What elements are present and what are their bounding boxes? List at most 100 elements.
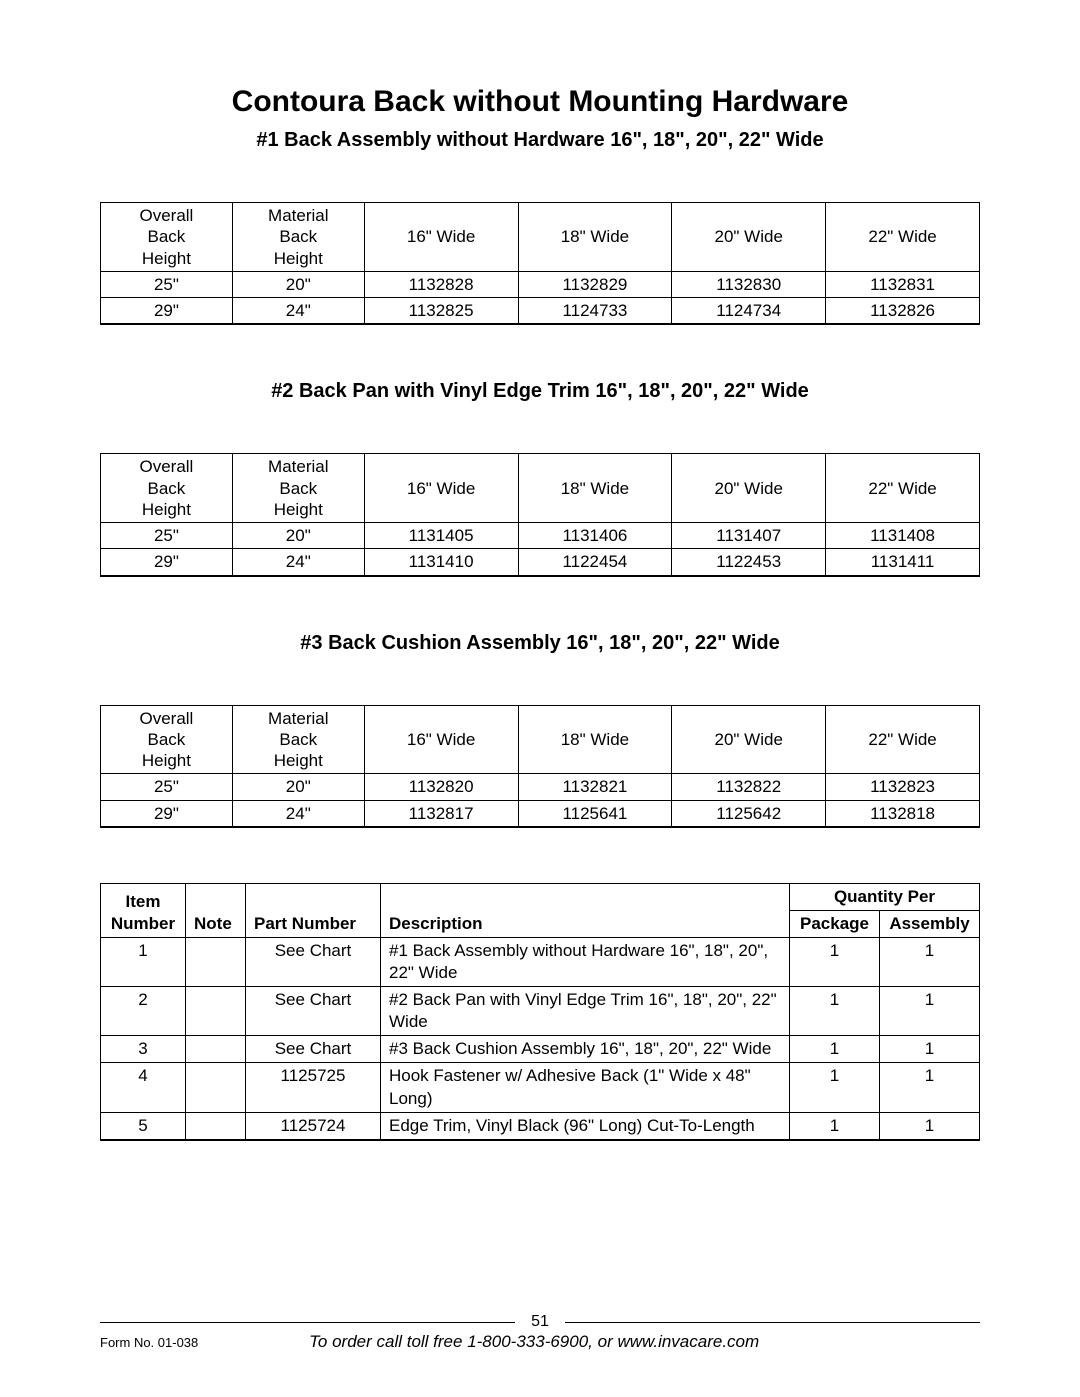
table-row: 25" 20" 1132820 1132821 1132822 1132823 xyxy=(101,774,980,800)
item-desc: Hook Fastener w/ Adhesive Back (1" Wide … xyxy=(381,1063,790,1112)
col-header: 22" Wide xyxy=(826,705,980,774)
cell: 20" xyxy=(232,774,364,800)
item-pkg: 1 xyxy=(790,987,880,1036)
item-number: 1 xyxy=(101,937,186,986)
cell: 1125642 xyxy=(672,800,826,827)
cell: 29" xyxy=(101,298,233,325)
item-part: 1125725 xyxy=(246,1063,381,1112)
cell: 20" xyxy=(232,523,364,549)
col-header: MaterialBackHeight xyxy=(232,705,364,774)
col-header: 20" Wide xyxy=(672,203,826,272)
col-header: 16" Wide xyxy=(364,203,518,272)
page-footer: 51 Form No. 01-038 To order call toll fr… xyxy=(100,1313,980,1352)
cell: 29" xyxy=(101,549,233,576)
col-header: 22" Wide xyxy=(826,454,980,523)
col-header: OverallBackHeight xyxy=(101,705,233,774)
item-part: See Chart xyxy=(246,937,381,986)
item-number: 3 xyxy=(101,1036,186,1063)
col-header-desc: Description xyxy=(381,883,790,937)
item-asm: 1 xyxy=(880,1036,980,1063)
table-row: 29" 24" 1132825 1124733 1124734 1132826 xyxy=(101,298,980,325)
table-header-row: OverallBackHeight MaterialBackHeight 16"… xyxy=(101,203,980,272)
table-section-1: OverallBackHeight MaterialBackHeight 16"… xyxy=(100,202,980,325)
cell: 1131408 xyxy=(826,523,980,549)
col-header: OverallBackHeight xyxy=(101,454,233,523)
cell: 1122453 xyxy=(672,549,826,576)
cell: 1132829 xyxy=(518,271,672,297)
item-row: 5 1125724 Edge Trim, Vinyl Black (96" Lo… xyxy=(101,1112,980,1140)
cell: 1132821 xyxy=(518,774,672,800)
item-asm: 1 xyxy=(880,1112,980,1140)
cell: 1131405 xyxy=(364,523,518,549)
cell: 1132818 xyxy=(826,800,980,827)
table-row: 29" 24" 1131410 1122454 1122453 1131411 xyxy=(101,549,980,576)
item-note xyxy=(186,1063,246,1112)
item-row: 1 See Chart #1 Back Assembly without Har… xyxy=(101,937,980,986)
cell: 1132823 xyxy=(826,774,980,800)
col-header-part: Part Number xyxy=(246,883,381,937)
col-header-qty: Quantity Per xyxy=(790,883,980,910)
table-row: 29" 24" 1132817 1125641 1125642 1132818 xyxy=(101,800,980,827)
cell: 1124734 xyxy=(672,298,826,325)
table-header-row: OverallBackHeight MaterialBackHeight 16"… xyxy=(101,705,980,774)
footer-rule-left xyxy=(100,1322,515,1323)
item-desc: #2 Back Pan with Vinyl Edge Trim 16", 18… xyxy=(381,987,790,1036)
item-number: 5 xyxy=(101,1112,186,1140)
item-desc: #1 Back Assembly without Hardware 16", 1… xyxy=(381,937,790,986)
col-header: 18" Wide xyxy=(518,203,672,272)
cell: 25" xyxy=(101,774,233,800)
cell: 25" xyxy=(101,523,233,549)
cell: 1131411 xyxy=(826,549,980,576)
cell: 24" xyxy=(232,549,364,576)
col-header: 18" Wide xyxy=(518,454,672,523)
cell: 1132828 xyxy=(364,271,518,297)
page-number: 51 xyxy=(525,1313,555,1331)
table-section-2: OverallBackHeight MaterialBackHeight 16"… xyxy=(100,453,980,576)
item-desc: #3 Back Cushion Assembly 16", 18", 20", … xyxy=(381,1036,790,1063)
cell: 1131406 xyxy=(518,523,672,549)
item-pkg: 1 xyxy=(790,1063,880,1112)
item-note xyxy=(186,1112,246,1140)
form-number: Form No. 01-038 xyxy=(100,1335,198,1350)
cell: 24" xyxy=(232,800,364,827)
cell: 1132830 xyxy=(672,271,826,297)
item-number: 2 xyxy=(101,987,186,1036)
col-header: 18" Wide xyxy=(518,705,672,774)
order-info: To order call toll free 1-800-333-6900, … xyxy=(198,1332,870,1352)
item-desc: Edge Trim, Vinyl Black (96" Long) Cut-To… xyxy=(381,1112,790,1140)
items-header-top: ItemNumber Note Part Number Description … xyxy=(101,883,980,910)
col-header: 16" Wide xyxy=(364,454,518,523)
cell: 1132826 xyxy=(826,298,980,325)
item-note xyxy=(186,1036,246,1063)
item-part: See Chart xyxy=(246,1036,381,1063)
cell: 1132822 xyxy=(672,774,826,800)
item-note xyxy=(186,937,246,986)
cell: 1132820 xyxy=(364,774,518,800)
cell: 1132817 xyxy=(364,800,518,827)
col-header: OverallBackHeight xyxy=(101,203,233,272)
item-part: See Chart xyxy=(246,987,381,1036)
col-header-assembly: Assembly xyxy=(880,910,980,937)
cell: 29" xyxy=(101,800,233,827)
cell: 1132825 xyxy=(364,298,518,325)
item-pkg: 1 xyxy=(790,1036,880,1063)
col-header: MaterialBackHeight xyxy=(232,203,364,272)
section-3-heading: #3 Back Cushion Assembly 16", 18", 20", … xyxy=(100,632,980,655)
item-row: 4 1125725 Hook Fastener w/ Adhesive Back… xyxy=(101,1063,980,1112)
item-row: 2 See Chart #2 Back Pan with Vinyl Edge … xyxy=(101,987,980,1036)
cell: 1125641 xyxy=(518,800,672,827)
cell: 1122454 xyxy=(518,549,672,576)
col-header: 22" Wide xyxy=(826,203,980,272)
cell: 1124733 xyxy=(518,298,672,325)
cell: 24" xyxy=(232,298,364,325)
table-header-row: OverallBackHeight MaterialBackHeight 16"… xyxy=(101,454,980,523)
item-asm: 1 xyxy=(880,1063,980,1112)
col-header-package: Package xyxy=(790,910,880,937)
item-asm: 1 xyxy=(880,937,980,986)
col-header: 16" Wide xyxy=(364,705,518,774)
footer-rule-right xyxy=(565,1322,980,1323)
page-title: Contoura Back without Mounting Hardware xyxy=(100,85,980,119)
col-header: MaterialBackHeight xyxy=(232,454,364,523)
item-pkg: 1 xyxy=(790,1112,880,1140)
table-row: 25" 20" 1132828 1132829 1132830 1132831 xyxy=(101,271,980,297)
